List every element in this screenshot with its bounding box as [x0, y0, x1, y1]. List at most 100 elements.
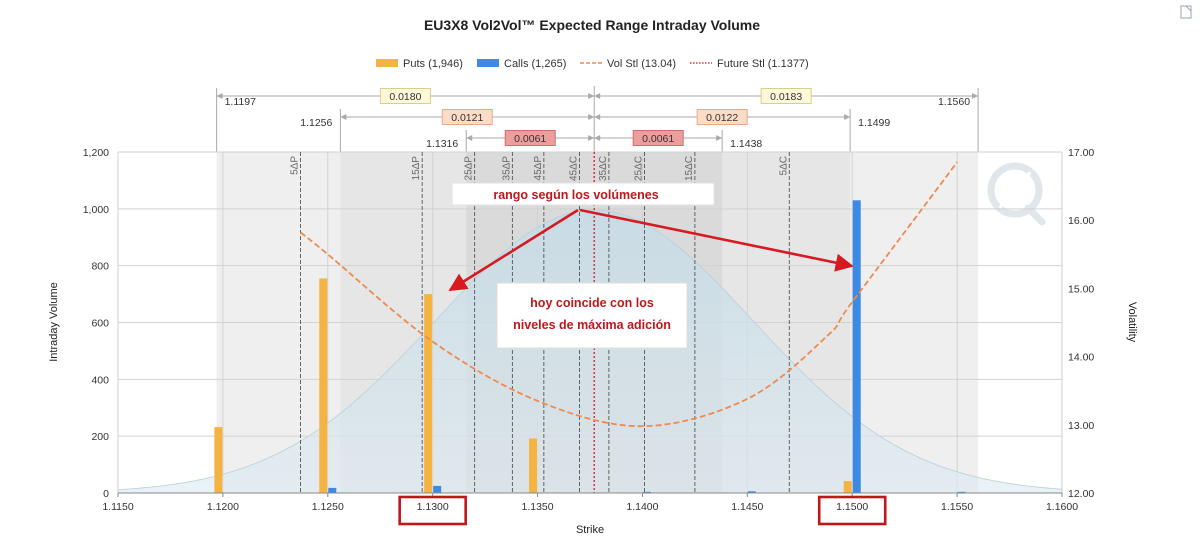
range-width-label: 0.0183	[770, 91, 802, 103]
bar-calls[interactable]	[957, 491, 966, 493]
range-arrow	[340, 114, 347, 120]
y-tick-label: 400	[91, 374, 109, 386]
tick-highlight-box	[817, 495, 887, 526]
x-tick-label: 1.1450	[731, 501, 763, 513]
bar-calls[interactable]	[852, 200, 861, 493]
x-tick-label: 1.1400	[626, 501, 658, 513]
range-arrow	[216, 93, 223, 99]
bar-calls[interactable]	[328, 487, 337, 493]
bar-puts[interactable]	[529, 438, 538, 493]
x-tick-label: 1.1550	[941, 501, 973, 513]
legend-label-future-stl: Future Stl (1.1377)	[717, 58, 809, 70]
annotation-arrow-right	[579, 208, 854, 272]
bar-calls[interactable]	[433, 485, 442, 493]
bar-calls[interactable]	[747, 491, 756, 493]
range-width-box-left	[441, 109, 493, 125]
y-tick-label: 1,000	[83, 204, 109, 216]
x-tick-label: 1.1600	[1046, 501, 1078, 513]
annotation-text-range: rango según los volúmenes	[493, 188, 658, 202]
y2-axis-title: Volatility	[1126, 302, 1138, 343]
y-tick-label: 0	[103, 488, 109, 500]
tick-highlights	[398, 495, 887, 526]
y2-tick-label: 15.00	[1068, 283, 1094, 295]
bar-puts[interactable]	[843, 481, 852, 493]
range-arrow	[588, 93, 595, 99]
volume-bars	[214, 200, 966, 493]
bar-puts[interactable]	[319, 278, 328, 493]
legend-item-calls[interactable]: Calls (1,265)	[477, 58, 566, 70]
legend-item-future-stl[interactable]: Future Stl (1.1377)	[690, 58, 809, 70]
chart-title: EU3X8 Vol2Vol™ Expected Range Intraday V…	[424, 17, 760, 33]
legend-item-vol-stl[interactable]: Vol Stl (13.04)	[580, 58, 676, 70]
range-arrow	[466, 135, 473, 141]
y-axis-ticks: 0 200 400 600 800 1,000 1,200	[83, 147, 109, 500]
range-width-label: 0.0180	[389, 91, 421, 103]
annotation-box-range	[451, 182, 715, 206]
range-low-label: 1.1197	[225, 96, 256, 108]
delta-label: 45ΔP	[533, 156, 544, 181]
x-tick-label: 1.1150	[102, 501, 133, 513]
range-width-label: 0.0061	[642, 133, 674, 145]
delta-label: 25ΔC	[634, 156, 645, 181]
x-tick-label: 1.1500	[836, 501, 868, 513]
bar-calls[interactable]	[642, 491, 651, 493]
expected-distribution-curve	[117, 209, 1063, 494]
range-arrow	[594, 135, 601, 141]
range-arrow	[716, 135, 723, 141]
range-low-label: 1.1256	[300, 117, 332, 129]
tick-highlight-box	[398, 495, 467, 526]
x-axis-title: Strike	[576, 524, 604, 536]
x-tick-label: 1.1350	[521, 501, 553, 513]
annotation-arrow-left	[448, 208, 579, 292]
x-axis-ticks: 1.1150 1.1200 1.1250 1.1300 1.1350 1.1400 1.14…	[102, 493, 1078, 513]
range-width-box-right	[696, 109, 748, 125]
bar-puts[interactable]	[424, 294, 433, 493]
range-low-label: 1.1316	[426, 138, 458, 150]
annotation-box-coincide	[496, 282, 688, 349]
legend-item-puts[interactable]: Puts (1,946)	[376, 58, 463, 70]
delta-label: 5ΔP	[290, 156, 301, 175]
y2-tick-label: 12.00	[1068, 488, 1094, 500]
delta-label: 35ΔC	[598, 156, 609, 181]
delta-label: 45ΔC	[569, 156, 580, 181]
y2-axis-ticks: 12.00 13.00 14.00 15.00 16.00 17.00	[1068, 147, 1094, 500]
delta-label: 35ΔP	[501, 156, 512, 181]
x-tick-label: 1.1200	[207, 501, 239, 513]
y-tick-label: 200	[91, 431, 109, 443]
y-tick-label: 800	[91, 261, 109, 273]
range-width-label: 0.0122	[706, 112, 738, 124]
delta-label: 15ΔC	[684, 156, 695, 181]
range-arrow	[844, 114, 851, 120]
range-high-label: 1.1560	[938, 96, 970, 108]
bar-puts[interactable]	[214, 427, 223, 493]
range-width-label: 0.0121	[451, 112, 483, 124]
range-arrow	[594, 114, 601, 120]
range-width-box-left	[504, 130, 556, 146]
legend: Puts (1,946) Calls (1,265) Vol Stl (13.0…	[376, 58, 809, 70]
legend-label-vol-stl: Vol Stl (13.04)	[607, 58, 676, 70]
delta-label: 5ΔC	[778, 156, 789, 175]
x-tick-label: 1.1300	[417, 501, 449, 513]
range-width-box-right	[632, 130, 684, 146]
y-tick-label: 1,200	[83, 147, 109, 159]
expected-range-brackets: 1.1197 1.1560 0.0180 0.0183 1.1256 1.1499 0.01…	[216, 86, 979, 152]
annotation-text-coincide: hoy coincide con los niveles de máxima ad…	[513, 296, 671, 332]
range-width-box-left	[379, 88, 431, 104]
vol-settle-curve	[299, 161, 958, 428]
range-arrow	[972, 93, 979, 99]
range-arrow	[588, 135, 595, 141]
page-corner-icon[interactable]	[1180, 5, 1192, 19]
range-width-box-right	[760, 88, 812, 104]
range-arrow	[588, 114, 595, 120]
delta-label: 25ΔP	[464, 156, 475, 181]
y2-tick-label: 17.00	[1068, 147, 1094, 159]
legend-swatch-puts	[376, 59, 398, 67]
vol2vol-logo-icon	[987, 162, 1046, 226]
y-axis-title: Intraday Volume	[48, 282, 60, 362]
delta-lines: 5ΔP 15ΔP 25ΔP 35ΔP 45ΔP 45ΔC 35ΔC 25ΔC 15ΔC 5ΔC	[290, 152, 790, 493]
legend-label-puts: Puts (1,946)	[403, 58, 463, 70]
legend-swatch-calls	[477, 59, 499, 67]
legend-label-calls: Calls (1,265)	[504, 58, 566, 70]
y2-tick-label: 16.00	[1068, 215, 1094, 227]
